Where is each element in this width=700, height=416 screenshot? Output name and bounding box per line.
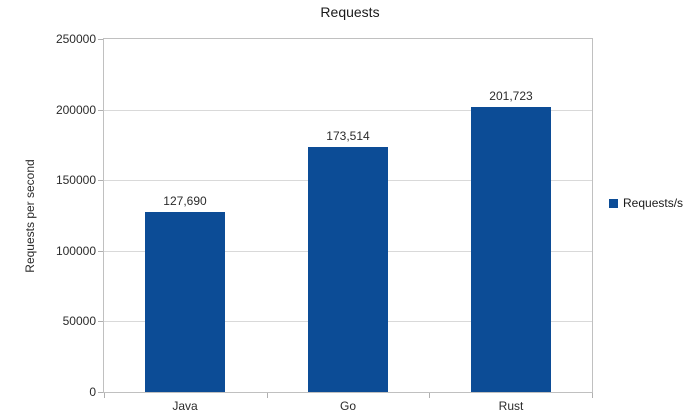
legend: Requests/s [609,196,683,210]
bar-value-label: 201,723 [489,89,533,103]
plot-area: 0 50000 100000 150000 200000 250000 127,690 Jav… [56,32,593,413]
gridline [104,110,592,111]
y-axis-tick [98,180,103,181]
y-axis-tick-label: 250000 [55,32,96,46]
x-axis-category-label: Rust [498,399,524,413]
y-axis-tick [98,39,103,40]
x-axis-tick [592,393,593,398]
x-axis-category-label: Java [172,399,198,413]
y-axis-tick [98,392,103,393]
bar-value-label: 127,690 [163,194,207,208]
y-axis-tick-label: 0 [89,385,96,399]
y-axis-tick-label: 50000 [62,314,96,328]
x-axis-tick [267,393,268,398]
legend-swatch-icon [609,198,618,208]
y-axis-tick-label: 200000 [55,103,96,117]
bar-go [308,147,388,392]
bar-java [145,212,225,392]
y-axis-tick [98,110,103,111]
x-axis-tick [429,393,430,398]
y-axis-tick-label: 100000 [55,244,96,258]
y-axis-tick-label: 150000 [55,173,96,187]
x-axis-tick [104,393,105,398]
y-axis-tick [98,251,103,252]
x-axis-category-label: Go [339,399,356,413]
y-axis-tick [98,321,103,322]
bar-rust [471,107,551,392]
legend-label: Requests/s [623,196,684,210]
chart-title: Requests [320,4,380,20]
bar-value-label: 173,514 [326,129,370,143]
